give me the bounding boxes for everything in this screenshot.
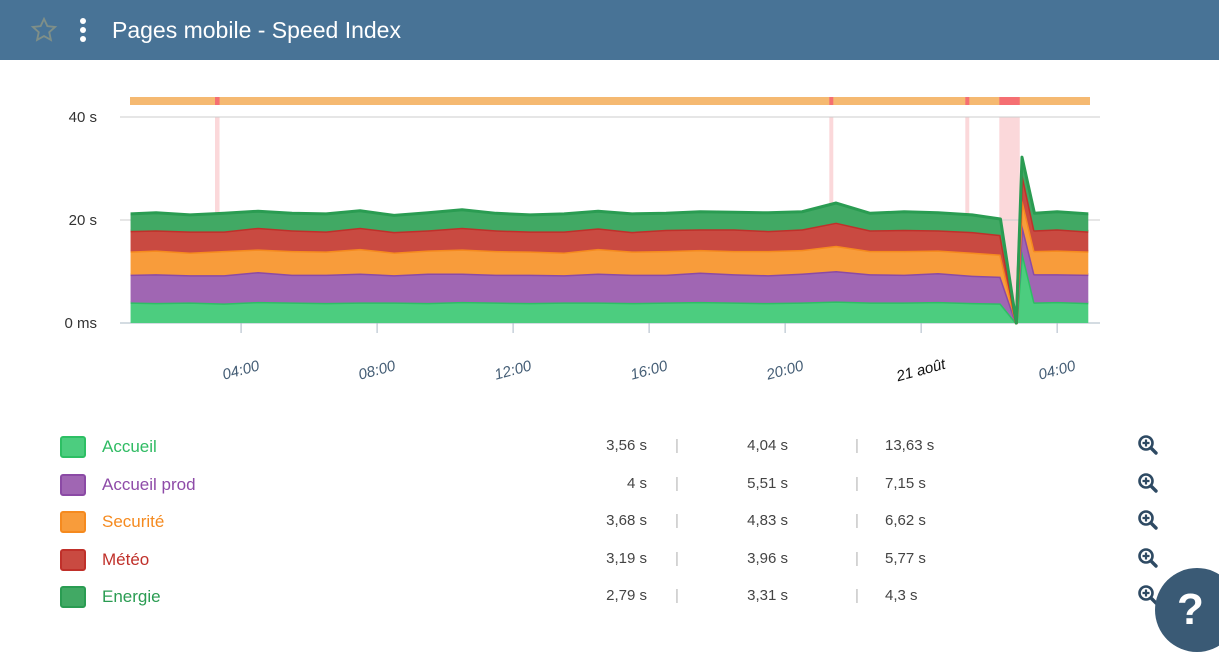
y-tick-label: 0 ms (64, 315, 97, 332)
legend-row[interactable]: Energie 2,79 s | 3,31 s | 4,3 s (0, 582, 1219, 612)
separator: | (855, 512, 859, 529)
value-max: 6,62 s (885, 512, 926, 529)
separator: | (675, 549, 679, 567)
series-name[interactable]: Météo (102, 549, 150, 569)
value-min: 3,19 s (606, 549, 647, 567)
separator: | (855, 437, 859, 454)
x-tick-label: 04:00 (1037, 357, 1078, 383)
header-bar: Pages mobile - Speed Index (0, 0, 1219, 60)
vertical-dots-icon[interactable] (78, 17, 88, 43)
area-securité (130, 198, 1089, 323)
alert-marker (999, 97, 1020, 105)
separator: | (675, 437, 679, 454)
separator: | (675, 474, 679, 492)
value-median: 5,51 s (747, 474, 788, 492)
value-max: 4,3 s (885, 587, 918, 604)
star-outline-icon[interactable] (30, 16, 58, 44)
zoom-in-icon[interactable] (1137, 434, 1159, 456)
legend-row[interactable]: Accueil 3,56 s | 4,04 s | 13,63 s (0, 432, 1219, 462)
zoom-in-icon[interactable] (1137, 547, 1159, 569)
legend-swatch (60, 473, 86, 496)
alert-timeline-bar (130, 97, 1090, 105)
legend-row[interactable]: Météo 3,19 s | 3,96 s | 5,77 s (0, 545, 1219, 575)
legend-row[interactable]: Accueil prod 4 s | 5,51 s | 7,15 s (0, 470, 1219, 500)
page-title: Pages mobile - Speed Index (112, 16, 401, 43)
series-name[interactable]: Accueil (102, 437, 157, 456)
separator: | (855, 587, 859, 604)
help-label: ? (1177, 585, 1204, 634)
line-energie (130, 155, 1089, 325)
legend-swatch (60, 436, 86, 458)
area-accueil-prod (130, 224, 1089, 323)
value-min: 4 s (626, 474, 647, 492)
value-median: 4,83 s (747, 512, 788, 529)
legend-row[interactable]: Securité 3,68 s | 4,83 s | 6,62 s (0, 507, 1219, 537)
zoom-in-icon[interactable] (1137, 509, 1159, 531)
value-median: 4,04 s (747, 437, 788, 454)
value-min: 3,56 s (606, 437, 647, 454)
area-accueil (130, 250, 1089, 323)
alert-marker (829, 97, 834, 105)
area-météo (130, 172, 1089, 323)
alert-marker (965, 97, 970, 105)
y-tick-label: 40 s (69, 109, 97, 126)
x-tick-label: 20:00 (764, 357, 806, 384)
value-max: 13,63 s (885, 437, 935, 454)
line-accueil (130, 249, 1089, 325)
legend-swatch (60, 548, 86, 571)
line-securité (130, 196, 1089, 325)
x-tick-label: 08:00 (357, 357, 398, 383)
separator: | (855, 474, 859, 492)
legend-swatch (60, 586, 86, 608)
x-tick-label: 16:00 (629, 357, 670, 383)
help-button[interactable]: ? (1155, 568, 1219, 652)
x-tick-label: 21 août (894, 356, 949, 386)
value-min: 3,68 s (606, 512, 647, 529)
value-max: 5,77 s (885, 549, 926, 567)
y-tick-label: 20 s (69, 212, 97, 229)
legend-swatch (60, 511, 86, 533)
value-min: 2,79 s (606, 587, 647, 604)
series-name[interactable]: Energie (102, 587, 161, 606)
separator: | (855, 549, 859, 567)
x-tick-label: 04:00 (221, 357, 262, 383)
speed-index-chart: 0 ms 20 s 40 s 04:00 08:00 12:00 16:00 20:00 21 … (64, 97, 1100, 386)
series-name[interactable]: Accueil prod (102, 474, 196, 494)
alert-marker (215, 97, 220, 105)
value-median: 3,31 s (747, 587, 788, 604)
series-name[interactable]: Securité (102, 512, 165, 531)
x-tick-label: 12:00 (493, 357, 534, 383)
separator: | (675, 512, 679, 529)
value-median: 3,96 s (747, 549, 788, 567)
separator: | (675, 587, 679, 604)
value-max: 7,15 s (885, 474, 926, 492)
zoom-in-icon[interactable] (1137, 472, 1159, 494)
